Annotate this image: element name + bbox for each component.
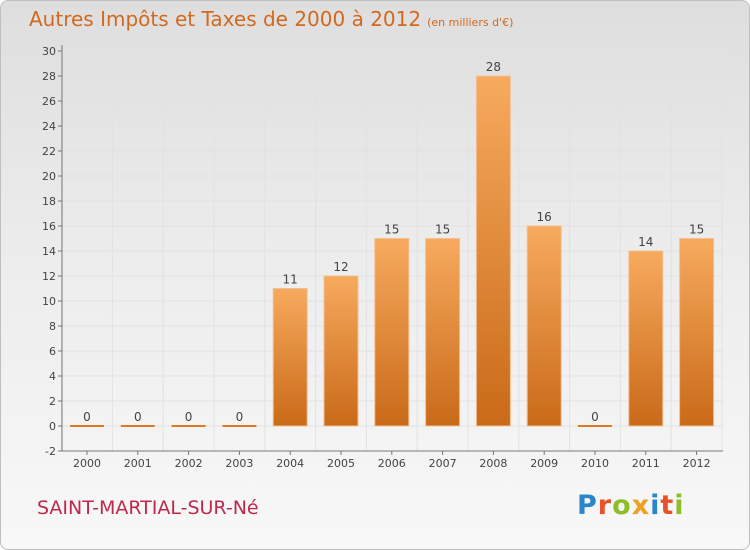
- data-label-2008: 28: [486, 60, 501, 74]
- proxiti-logo[interactable]: Proxiti: [577, 490, 685, 521]
- bar-2012: [679, 238, 715, 427]
- data-label-2003: 0: [236, 410, 244, 424]
- data-label-2000: 0: [83, 410, 91, 424]
- bar-2008: [475, 75, 511, 427]
- bar-2005: [323, 275, 359, 427]
- x-tick-label: 2002: [175, 457, 203, 470]
- y-tick-label: 0: [49, 420, 56, 433]
- y-tick-label: 18: [42, 195, 56, 208]
- bars: [70, 75, 715, 427]
- y-tick-label: 24: [42, 120, 56, 133]
- x-tick-label: 2004: [276, 457, 304, 470]
- x-tick-label: 2007: [429, 457, 457, 470]
- data-label-2002: 0: [185, 410, 193, 424]
- x-tick-label: 2003: [225, 457, 253, 470]
- bar-2004: [272, 288, 308, 427]
- y-tick-label: 20: [42, 170, 56, 183]
- x-tick-label: 2010: [581, 457, 609, 470]
- x-tick-label: 2005: [327, 457, 355, 470]
- x-tick-label: 2009: [530, 457, 558, 470]
- commune-name: SAINT-MARTIAL-SUR-Né: [37, 497, 259, 519]
- y-tick-label: -2: [45, 445, 56, 458]
- y-tick-label: 30: [42, 45, 56, 58]
- chart-title: Autres Impôts et Taxes de 2000 à 2012 (en…: [29, 7, 513, 31]
- bar-2006: [374, 238, 410, 427]
- x-tick-label: 2008: [479, 457, 507, 470]
- data-label-2009: 16: [537, 210, 552, 224]
- data-label-2005: 12: [333, 260, 348, 274]
- y-tick-label: 4: [49, 370, 56, 383]
- x-tick-label: 2006: [378, 457, 406, 470]
- y-tick-label: 26: [42, 95, 56, 108]
- data-label-2001: 0: [134, 410, 142, 424]
- x-tick-label: 2011: [632, 457, 660, 470]
- data-label-2006: 15: [384, 223, 399, 237]
- x-tick-label: 2000: [73, 457, 101, 470]
- axes: [58, 45, 723, 455]
- bar-2009: [526, 225, 562, 427]
- data-label-2004: 11: [283, 273, 298, 287]
- bar-2007: [425, 238, 461, 427]
- bar-2011: [628, 250, 664, 427]
- data-label-2012: 15: [689, 223, 704, 237]
- labels: -202468101214161820222426283020000200102…: [42, 45, 711, 470]
- y-tick-label: 22: [42, 145, 56, 158]
- y-tick-label: 10: [42, 295, 56, 308]
- title-text: Autres Impôts et Taxes de 2000 à 2012: [29, 7, 422, 31]
- y-tick-label: 14: [42, 245, 56, 258]
- x-tick-label: 2001: [124, 457, 152, 470]
- title-unit: (en milliers d'€): [427, 16, 514, 29]
- data-label-2011: 14: [638, 235, 653, 249]
- data-label-2010: 0: [591, 410, 599, 424]
- data-label-2007: 15: [435, 223, 450, 237]
- y-tick-label: 8: [49, 320, 56, 333]
- y-tick-label: 28: [42, 70, 56, 83]
- y-tick-label: 12: [42, 270, 56, 283]
- y-tick-label: 6: [49, 345, 56, 358]
- y-tick-label: 2: [49, 395, 56, 408]
- x-tick-label: 2012: [683, 457, 711, 470]
- y-tick-label: 16: [42, 220, 56, 233]
